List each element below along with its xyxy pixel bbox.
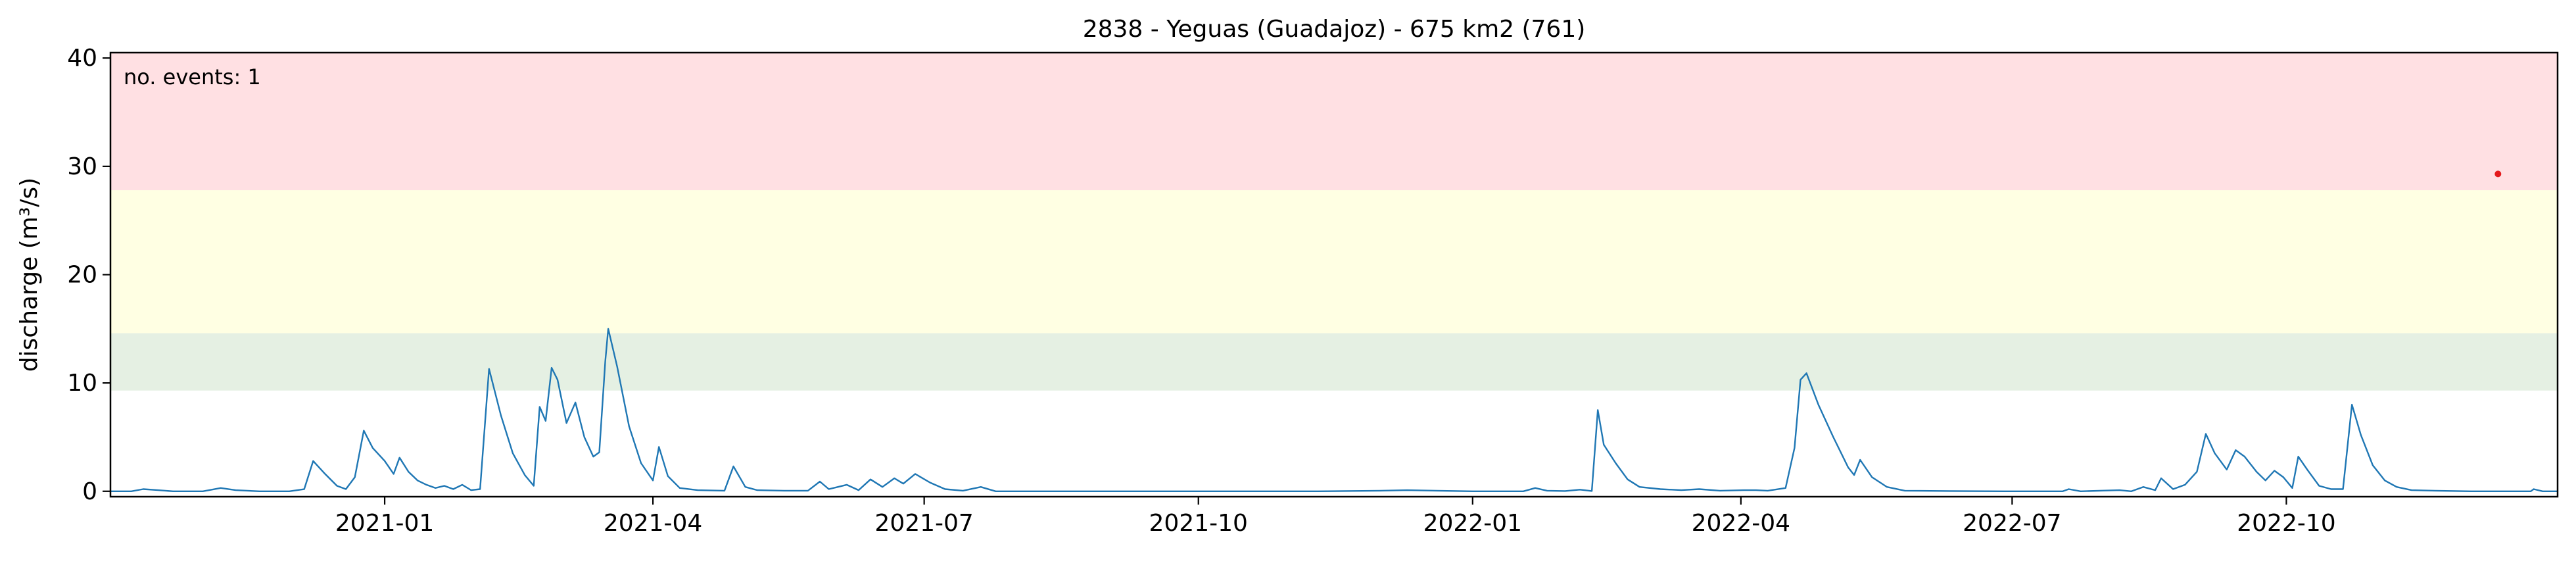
threshold-bands — [110, 53, 2558, 391]
x-tick-label: 2022-04 — [1692, 510, 1790, 537]
threshold-band-0 — [110, 333, 2558, 391]
chart-title: 2838 - Yeguas (Guadajoz) - 675 km2 (761) — [1083, 16, 1586, 43]
y-tick-label: 40 — [67, 45, 97, 72]
x-tick-label: 2022-07 — [1963, 510, 2061, 537]
x-tick-label: 2021-01 — [335, 510, 434, 537]
y-axis-label: discharge (m³/s) — [16, 178, 43, 372]
y-tick-label: 0 — [82, 478, 97, 505]
event-point-0 — [2494, 170, 2502, 178]
y-axis: 0 10 20 30 40 — [67, 45, 110, 505]
y-tick-label: 20 — [67, 262, 97, 289]
y-tick-label: 30 — [67, 153, 97, 180]
x-tick-label: 2021-04 — [604, 510, 702, 537]
threshold-band-1 — [110, 190, 2558, 334]
y-tick-label: 10 — [67, 370, 97, 397]
x-tick-label: 2021-10 — [1149, 510, 1248, 537]
x-tick-label: 2021-07 — [874, 510, 973, 537]
threshold-band-2 — [110, 53, 2558, 191]
series-line-0 — [110, 328, 2558, 492]
x-tick-label: 2022-10 — [2237, 510, 2335, 537]
data-series — [110, 328, 2558, 492]
x-tick-label: 2022-01 — [1423, 510, 1522, 537]
event-markers — [2494, 170, 2502, 178]
events-annotation: no. events: 1 — [124, 64, 261, 89]
x-axis: 2021-01 2021-04 2021-07 2021-10 2022-01 2022-… — [335, 497, 2336, 537]
